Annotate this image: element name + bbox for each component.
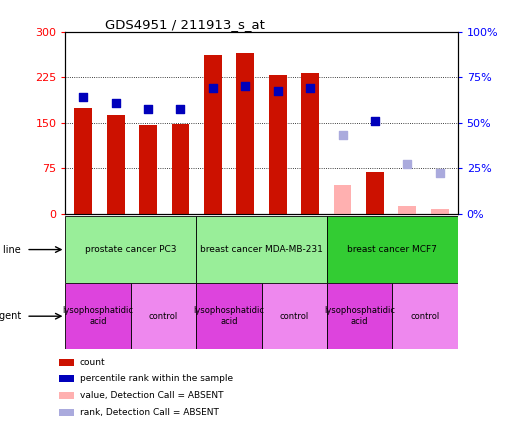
Bar [59,409,74,416]
Text: rank, Detection Call = ABSENT: rank, Detection Call = ABSENT [79,408,219,417]
Bar [107,115,124,214]
Point [176,105,185,112]
Bar [269,75,287,214]
Bar [334,184,351,214]
Bar [327,216,458,283]
Text: control: control [280,312,309,321]
Text: breast cancer MDA-MB-231: breast cancer MDA-MB-231 [200,245,323,254]
Point [274,87,282,94]
Bar [236,53,254,214]
Text: lysophosphatidic
acid: lysophosphatidic acid [63,307,133,326]
Text: control: control [149,312,178,321]
Bar [392,283,458,349]
Point [144,106,152,113]
Text: count: count [79,358,105,367]
Bar [301,73,319,214]
Text: GDS4951 / 211913_s_at: GDS4951 / 211913_s_at [105,18,265,30]
Bar [196,216,327,283]
Text: lysophosphatidic
acid: lysophosphatidic acid [194,307,264,326]
Point [306,85,314,91]
Point [111,100,120,107]
Point [436,170,444,176]
Bar [74,107,92,214]
Text: value, Detection Call = ABSENT: value, Detection Call = ABSENT [79,391,223,400]
Bar [172,124,189,214]
Point [241,83,249,90]
Bar [196,283,262,349]
Text: percentile rank within the sample: percentile rank within the sample [79,374,233,383]
Bar [59,375,74,382]
Bar [139,125,157,214]
Point [338,132,347,138]
Bar [131,283,196,349]
Text: cell line: cell line [0,244,21,255]
Bar [204,55,222,214]
Bar [59,359,74,366]
Bar [431,209,449,214]
Bar [262,283,327,349]
Point [371,118,379,125]
Point [79,93,87,100]
Point [403,160,412,167]
Point [209,85,217,91]
Text: prostate cancer PC3: prostate cancer PC3 [85,245,176,254]
Bar [327,283,392,349]
Bar [59,392,74,399]
Bar [366,173,384,214]
Bar [399,206,416,214]
Text: agent: agent [0,311,21,321]
Bar [65,216,196,283]
Text: lysophosphatidic
acid: lysophosphatidic acid [324,307,395,326]
Text: breast cancer MCF7: breast cancer MCF7 [347,245,437,254]
Bar [65,283,131,349]
Text: control: control [411,312,439,321]
